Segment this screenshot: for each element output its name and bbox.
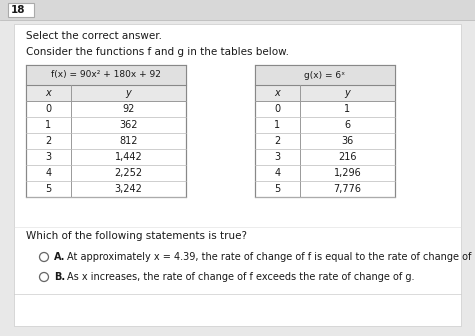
Text: 6: 6 (344, 120, 351, 130)
Text: 2: 2 (275, 136, 281, 146)
Text: As x increases, the rate of change of f exceeds the rate of change of g.: As x increases, the rate of change of f … (67, 272, 415, 282)
Text: 5: 5 (275, 184, 281, 194)
Text: 2,252: 2,252 (114, 168, 142, 178)
Text: 18: 18 (11, 5, 26, 15)
Text: y: y (345, 88, 351, 98)
Text: 1: 1 (275, 120, 281, 130)
Text: 3,242: 3,242 (114, 184, 142, 194)
Text: 362: 362 (119, 120, 138, 130)
Text: 1: 1 (344, 104, 351, 114)
Text: 7,776: 7,776 (333, 184, 361, 194)
Text: A.: A. (54, 252, 66, 262)
Bar (26, 65, 186, 197)
Text: 812: 812 (119, 136, 138, 146)
Text: Consider the functions f and g in the tables below.: Consider the functions f and g in the ta… (26, 47, 289, 57)
Bar (255, 65, 395, 197)
Circle shape (39, 252, 48, 261)
Text: y: y (125, 88, 132, 98)
Text: 0: 0 (275, 104, 281, 114)
Text: Select the correct answer.: Select the correct answer. (26, 31, 162, 41)
Text: g(x) = 6ˣ: g(x) = 6ˣ (304, 71, 346, 80)
Text: 216: 216 (338, 152, 357, 162)
Text: At approximately x = 4.39, the rate of change of f is equal to the rate of chang: At approximately x = 4.39, the rate of c… (67, 252, 475, 262)
Text: 3: 3 (46, 152, 52, 162)
Text: 2: 2 (46, 136, 52, 146)
Bar (255, 85, 395, 101)
Text: 1,296: 1,296 (333, 168, 361, 178)
Text: B.: B. (54, 272, 65, 282)
Bar (26, 65, 186, 85)
Bar (14, 24, 461, 326)
Text: x: x (275, 88, 280, 98)
Bar (26, 85, 186, 101)
Text: 1,442: 1,442 (114, 152, 142, 162)
Text: 0: 0 (46, 104, 52, 114)
Text: 4: 4 (275, 168, 281, 178)
Bar (8, 3, 34, 17)
Bar (0, 0, 475, 20)
Bar (255, 65, 395, 85)
Text: 36: 36 (342, 136, 353, 146)
Text: f(x) = 90x² + 180x + 92: f(x) = 90x² + 180x + 92 (51, 71, 161, 80)
Text: 1: 1 (46, 120, 52, 130)
Text: 92: 92 (123, 104, 135, 114)
Text: Which of the following statements is true?: Which of the following statements is tru… (26, 231, 247, 241)
Text: x: x (46, 88, 51, 98)
Text: 5: 5 (46, 184, 52, 194)
Text: 4: 4 (46, 168, 52, 178)
Circle shape (39, 272, 48, 282)
Text: 3: 3 (275, 152, 281, 162)
